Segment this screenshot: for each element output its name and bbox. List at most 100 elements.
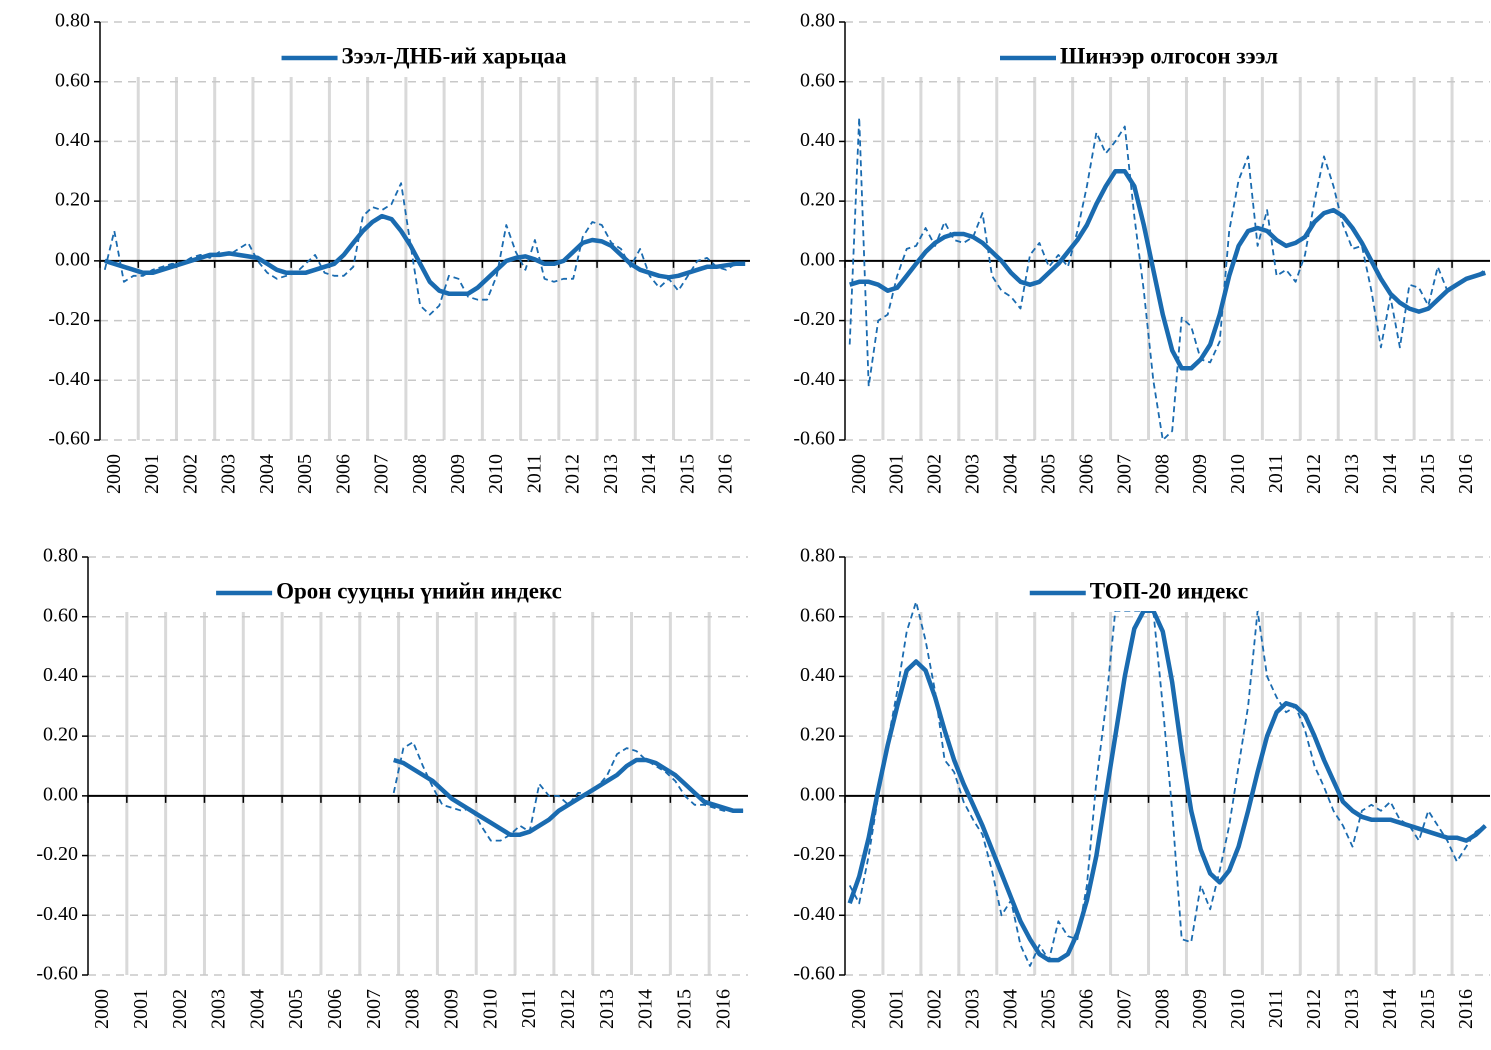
x-tick-label: 2001 [886, 989, 908, 1029]
x-tick-label: 2010 [1227, 989, 1249, 1029]
x-tick-label: 2015 [1417, 989, 1439, 1029]
y-tick-label: 0.40 [800, 664, 835, 686]
x-tick-label: 2010 [479, 989, 501, 1029]
x-tick-label: 2003 [208, 989, 230, 1029]
x-tick-label: 2013 [1341, 989, 1363, 1029]
x-tick-label: 2008 [1151, 989, 1173, 1029]
series-line [393, 757, 744, 837]
x-tick-label: 2005 [294, 454, 316, 494]
x-tick-label: 2003 [962, 989, 984, 1029]
series-line [104, 213, 746, 296]
series-line-dashed [848, 116, 1486, 440]
y-tick-label: 0.00 [800, 248, 835, 270]
x-tick-label: 2002 [924, 989, 946, 1029]
y-tick-label: 0.20 [800, 724, 835, 746]
panel: -0.60 -0.40 -0.20 0.00 0.20 0.40 0.60 0.80 2000 2… [793, 10, 1490, 494]
y-tick-label: 0.60 [800, 69, 835, 91]
x-tick-label: 2011 [518, 989, 540, 1028]
x-tick-label: 2012 [557, 989, 579, 1029]
x-tick-label: 2012 [1303, 454, 1325, 494]
y-tick-label: -0.60 [48, 428, 90, 450]
x-tick-label: 2004 [1000, 454, 1022, 494]
x-tick-label: 2016 [715, 454, 737, 494]
x-tick-label: 2014 [1379, 454, 1401, 494]
x-tick-label: 2001 [886, 454, 908, 494]
x-tick-label: 2007 [363, 989, 385, 1029]
x-tick-label: 2011 [1265, 989, 1287, 1028]
series-line-dashed [392, 741, 744, 842]
x-tick-label: 2005 [285, 989, 307, 1029]
x-tick-label: 2009 [447, 454, 469, 494]
x-tick-label: 2014 [1379, 989, 1401, 1029]
y-tick-label: -0.20 [48, 308, 90, 330]
x-tick-label: 2006 [332, 454, 354, 494]
x-tick-label: 2011 [523, 454, 545, 493]
y-tick-label: -0.20 [36, 843, 78, 865]
x-tick-label: 2004 [1000, 989, 1022, 1029]
x-tick-label: 2007 [1113, 454, 1135, 494]
y-tick-label: 0.00 [43, 783, 78, 805]
panel: -0.60 -0.40 -0.20 0.00 0.20 0.40 0.60 0.80 2000 2… [36, 545, 748, 1029]
legend: ТОП-20 индекс [1021, 575, 1259, 611]
x-tick-label: 2009 [1189, 989, 1211, 1029]
y-tick-label: 0.40 [43, 664, 78, 686]
x-tick-label: 2013 [596, 989, 618, 1029]
y-tick-label: 0.00 [55, 248, 90, 270]
x-tick-label: 2008 [409, 454, 431, 494]
x-tick-label: 2015 [676, 454, 698, 494]
y-tick-label: -0.40 [793, 368, 835, 390]
x-tick-label: 2014 [635, 989, 657, 1029]
x-tick-label: 2001 [141, 454, 163, 494]
legend-label: Орон сууцны үнийн индекс [276, 578, 562, 603]
x-tick-label: 2003 [962, 454, 984, 494]
legend-label: ТОП-20 индекс [1090, 578, 1248, 603]
x-tick-label: 2002 [924, 454, 946, 494]
x-tick-label: 2013 [600, 454, 622, 494]
y-tick-label: -0.20 [793, 308, 835, 330]
y-tick-label: -0.40 [793, 903, 835, 925]
x-tick-label: 2008 [402, 989, 424, 1029]
x-tick-label: 2002 [169, 989, 191, 1029]
x-tick-label: 2015 [673, 989, 695, 1029]
x-tick-label: 2002 [179, 454, 201, 494]
y-tick-label: 0.60 [55, 69, 90, 91]
panel: -0.60 -0.40 -0.20 0.00 0.20 0.40 0.60 0.80 2000 2… [48, 10, 750, 494]
x-tick-label: 2015 [1417, 454, 1439, 494]
y-tick-label: -0.20 [793, 843, 835, 865]
x-tick-label: 2009 [1189, 454, 1211, 494]
legend-label: Шинээр олгосон зээл [1060, 43, 1278, 68]
y-tick-label: 0.80 [55, 10, 90, 32]
series-line-dashed [103, 182, 746, 316]
y-tick-label: 0.00 [800, 783, 835, 805]
x-tick-label: 2003 [218, 454, 240, 494]
x-tick-label: 2004 [256, 454, 278, 494]
y-tick-label: 0.60 [800, 604, 835, 626]
y-tick-label: 0.60 [43, 604, 78, 626]
x-tick-label: 2010 [1227, 454, 1249, 494]
x-tick-label: 2004 [246, 989, 268, 1029]
y-tick-label: 0.40 [800, 129, 835, 151]
x-tick-label: 2014 [638, 454, 660, 494]
y-tick-label: 0.80 [43, 545, 78, 567]
x-tick-label: 2008 [1151, 454, 1173, 494]
y-tick-label: 0.20 [55, 189, 90, 211]
legend: Орон сууцны үнийн индекс [208, 575, 572, 611]
x-tick-label: 2006 [324, 989, 346, 1029]
y-tick-label: -0.60 [793, 428, 835, 450]
x-tick-label: 2012 [562, 454, 584, 494]
x-tick-label: 2006 [1075, 454, 1097, 494]
x-tick-label: 2000 [103, 454, 125, 494]
legend-label: Зээл-ДНБ-ий харьцаа [342, 43, 567, 68]
series-line [849, 169, 1486, 371]
x-tick-label: 2001 [130, 989, 152, 1029]
y-tick-label: -0.60 [36, 963, 78, 985]
x-tick-label: 2000 [91, 989, 113, 1029]
x-tick-label: 2016 [1455, 989, 1477, 1029]
x-tick-label: 2012 [1303, 989, 1325, 1029]
x-tick-label: 2006 [1075, 989, 1097, 1029]
x-tick-label: 2010 [485, 454, 507, 494]
legend: Зээл-ДНБ-ий харьцаа [273, 40, 577, 76]
x-tick-label: 2011 [1265, 454, 1287, 493]
